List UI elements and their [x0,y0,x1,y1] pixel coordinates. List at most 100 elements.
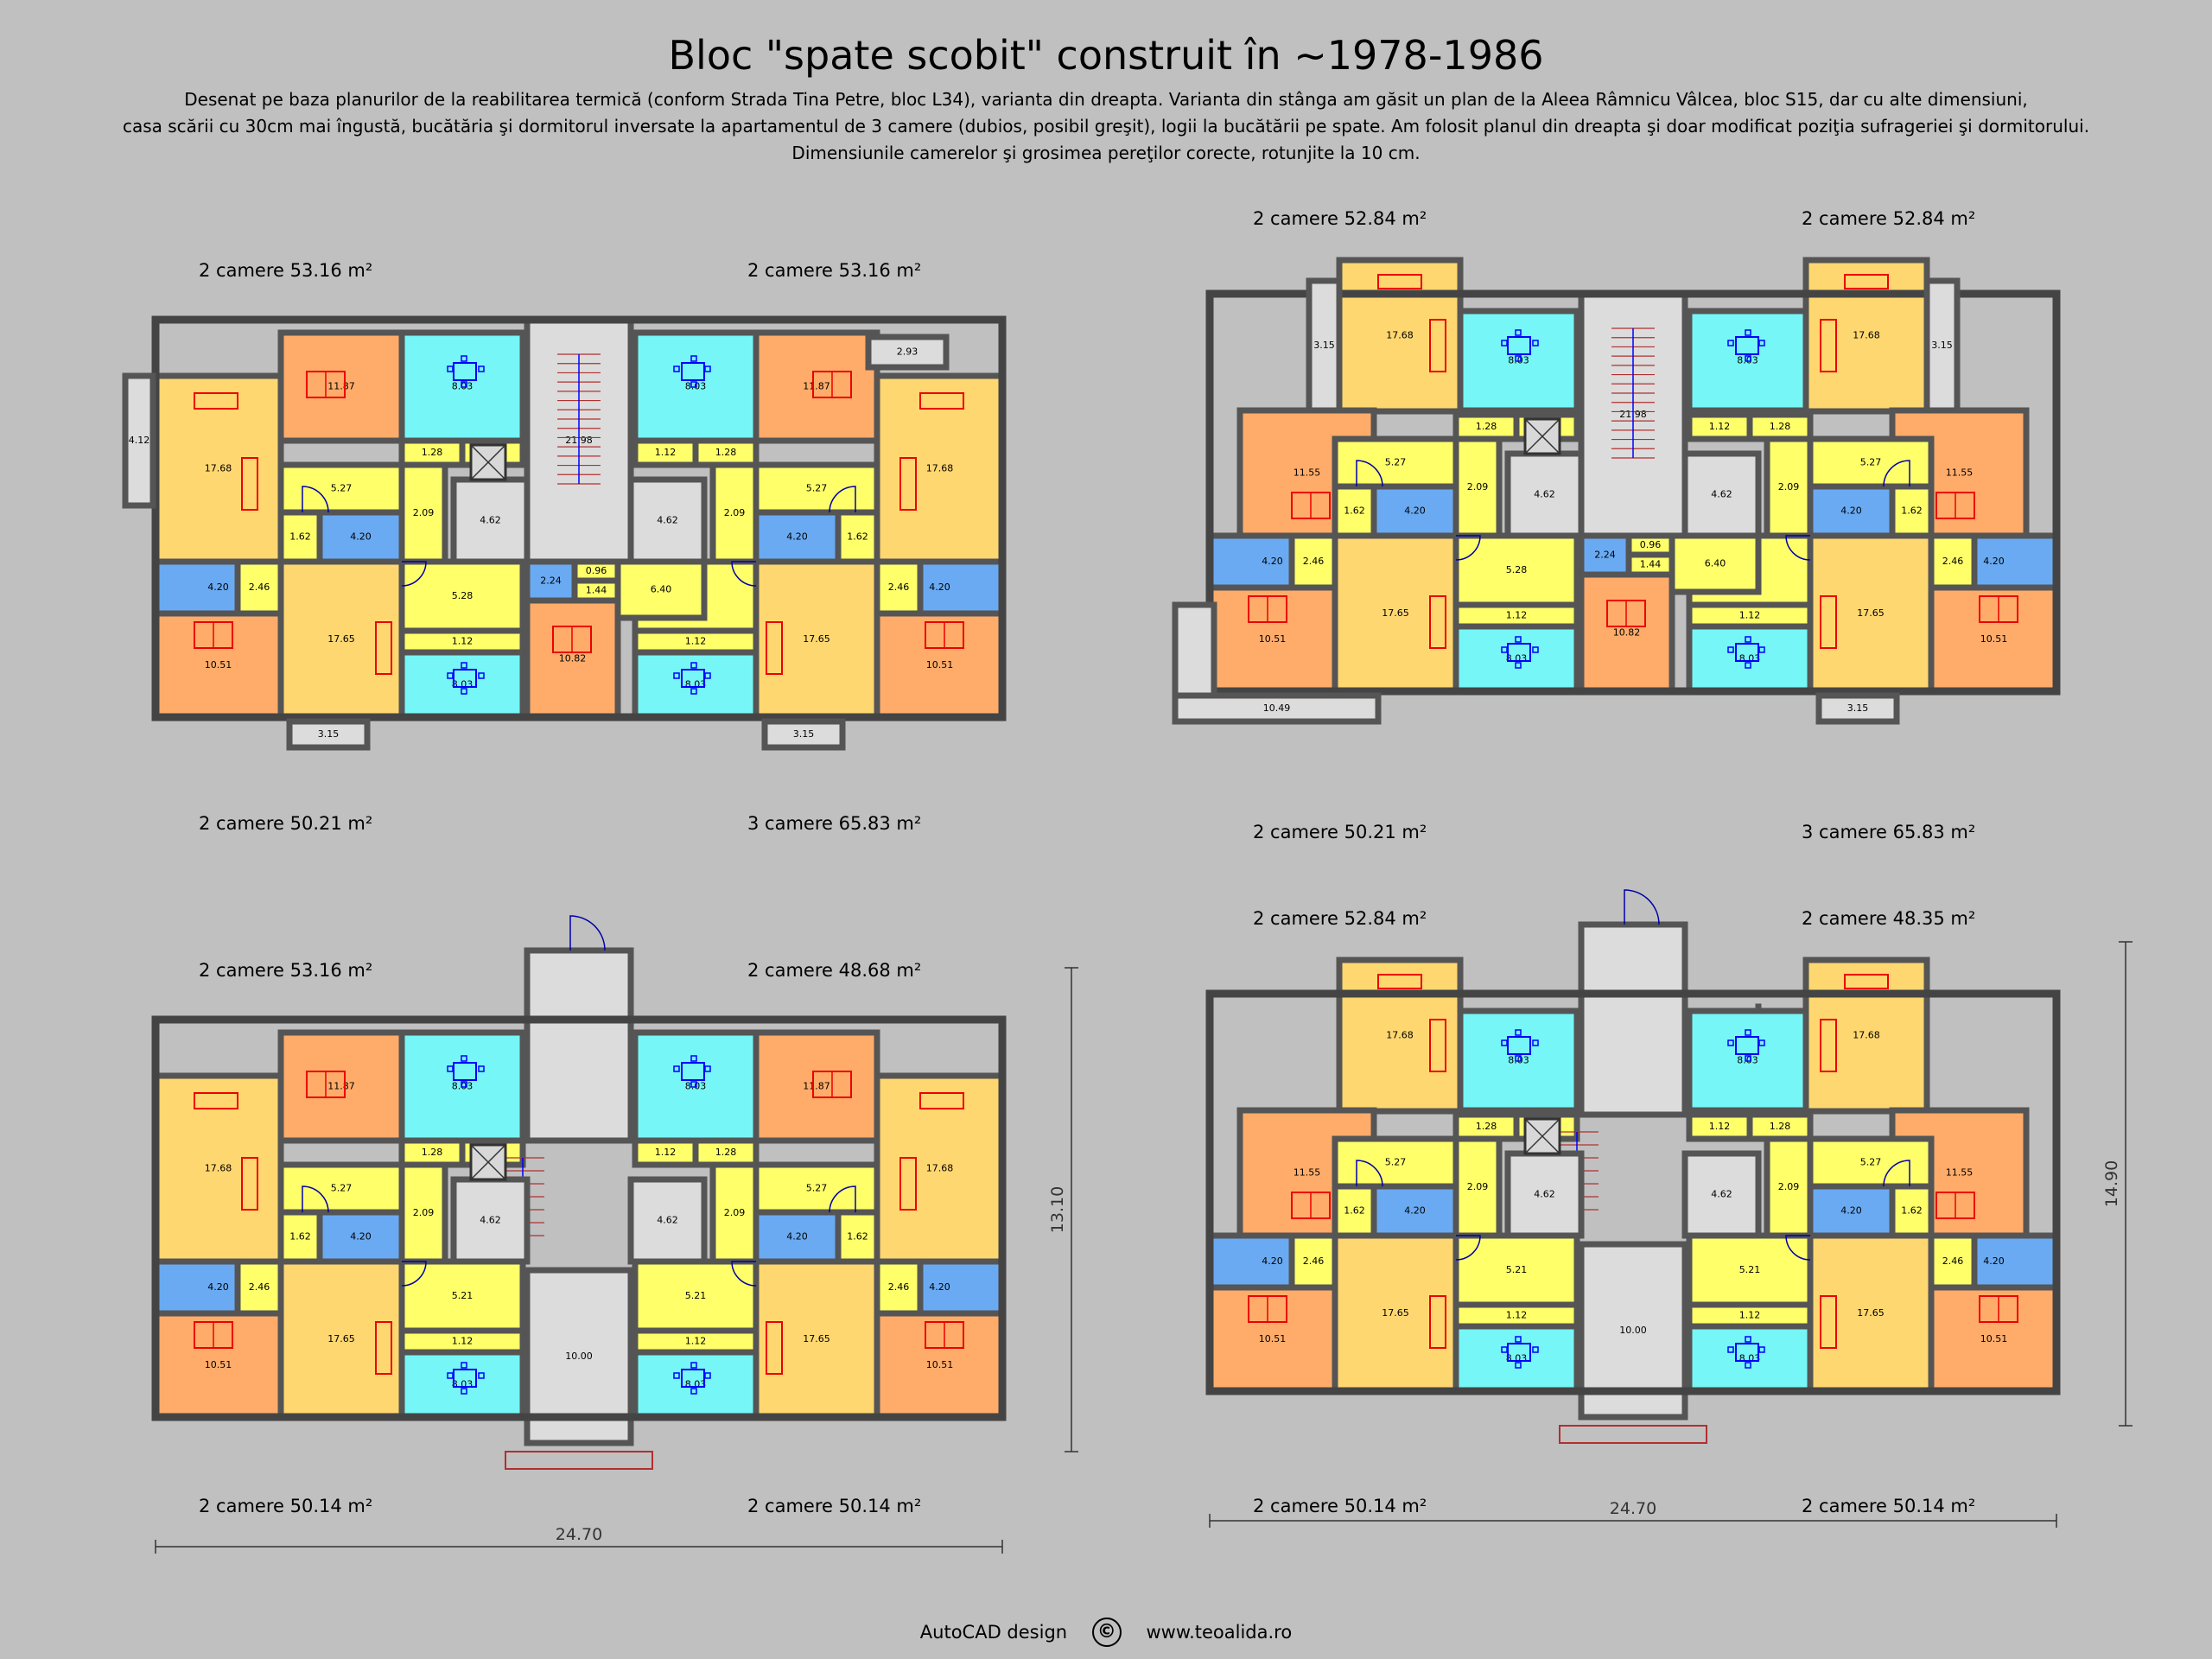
lower-living-area-label: 17.65 [1382,1307,1409,1319]
hall-top-area-label: 5.27 [1385,1157,1407,1168]
lower-living-area-label: 17.65 [327,633,355,645]
lower-living-area-label: 17.65 [1857,607,1885,619]
bath-lower-area-label: 4.20 [207,1281,229,1293]
apartment-label-top-left: 2 camere 52.84 m² [1253,208,1427,229]
sofa-icon [1429,319,1446,372]
chair-icon [1515,329,1522,336]
lower-living-area-label: 17.65 [1857,1307,1885,1319]
lower-hall-room [234,558,284,617]
hall-tiny-area-label: 2.09 [413,1207,435,1218]
chair-icon [1501,1346,1508,1353]
lower-hall-a-room [1452,532,1580,608]
chair-icon [478,1065,485,1072]
chair-icon [690,381,697,388]
apartment-label-bottom-left: 2 camere 50.21 m² [1253,822,1427,842]
elevator-cross [1524,418,1560,454]
sofa-icon [1844,274,1889,289]
wc-small-b-area-label: 1.12 [1709,1121,1731,1132]
door-swing [1883,460,1910,487]
lower-hall-a-room [632,1258,760,1334]
bedroom-top-area-label: 11.87 [803,1081,830,1092]
kitchen-top-room [1457,1007,1580,1114]
living-top-area-label: 17.68 [205,463,232,474]
chair-icon [478,1372,485,1379]
bedroom-top-area-label: 11.87 [327,1081,355,1092]
lower-living-area-label: 17.65 [327,1333,355,1344]
sofa-icon [194,1092,238,1109]
lower-wc-area-label: 1.12 [1506,1310,1528,1321]
hall-narrow-area-label: 1.62 [289,1231,311,1243]
chair-icon [461,662,467,669]
chair-icon [690,688,697,695]
plan-bottom-right: 17.68 8.03 11.55 1.28 1.12 5.27 2.09 1.62 4.20 4.… [1205,889,2133,1528]
bath-lower-area-label: 4.20 [1262,1255,1283,1267]
logia-left-area-label: 4.12 [129,435,150,446]
hall-mid-room [614,558,708,621]
sofa-icon [766,1321,783,1375]
lower-bedroom-area-label: 10.51 [1980,633,2008,645]
lower-bedroom-room [152,610,284,721]
door-swing [1455,535,1481,561]
kitchen-top-area-label: 8.03 [685,1081,707,1092]
chair-icon [1515,1029,1522,1036]
kitchen-top-area-label: 8.03 [685,381,707,392]
wc-small-area-label: 1.28 [1770,1121,1791,1132]
chair-icon [690,1081,697,1088]
chair-icon [1745,1029,1751,1036]
bedroom-mid-room [524,597,621,721]
chair-icon [1515,1362,1522,1369]
outer-wall [1205,289,2061,696]
wc-small-b-room [1686,411,1753,442]
lower-wc-area-label: 1.12 [685,1336,707,1347]
entrance-steps [505,1451,653,1470]
table-icon [1735,643,1759,662]
chair-icon [1727,1039,1734,1046]
logia-side-left-area-label: 3.15 [1313,340,1335,351]
sofa-icon [919,1092,964,1109]
hall-tiny-area-label: 2.09 [1467,481,1489,493]
hall-small-area-label: 1.44 [1640,559,1662,570]
lower-hall-a-area-label: 5.21 [1739,1264,1761,1275]
door-swing [401,1261,427,1287]
lower-wc-area-label: 1.12 [452,636,474,647]
width-dimension: 24.70 [1610,1499,1656,1518]
logia-side-left-room [1306,277,1343,414]
hall-narrow-area-label: 1.62 [289,531,311,543]
elevator-cross [1524,1118,1560,1154]
chair-icon [478,672,485,679]
bedroom-side-area-label: 11.55 [1946,1167,1974,1179]
chair-icon [690,662,697,669]
description: Desenat pe baza planurilor de la reabili… [0,86,2212,167]
stair-tower-room [524,947,634,1144]
hall-top-area-label: 5.27 [331,483,353,494]
logia-side-right-area-label: 3.15 [1931,340,1953,351]
stair-hall-right-area-label: 4.62 [657,1215,678,1226]
bath-area-label: 4.20 [1840,505,1862,517]
bath-area-label: 4.20 [1404,505,1426,517]
plan-top-right: 17.68 8.03 11.55 1.28 1.12 5.27 2.09 1.62 4.20 4.… [1172,208,2061,842]
lower-wc-room [398,1327,526,1356]
lower-hall-room [874,558,924,617]
wc-small-b-area-label: 1.12 [655,1147,677,1158]
lower-hall-room [874,1258,924,1317]
bath-room [1370,1183,1459,1239]
bath-lower-area-label: 4.20 [1983,556,2005,567]
hall-mid-room [1669,532,1762,595]
sofa-icon [194,392,238,410]
wc-small-b-room [632,437,699,468]
footer-website[interactable]: www.teoalida.ro [1146,1622,1293,1643]
stair-hall-right-area-label: 4.62 [1711,489,1732,500]
lower-hall-room [234,1258,284,1317]
sofa-icon [1429,595,1446,649]
apartment-label-bottom-right: 3 camere 65.83 m² [747,813,921,834]
chair-icon [1515,1336,1522,1343]
elevator-cross [470,1144,506,1180]
chair-icon [1727,646,1734,653]
door-swing [829,1185,856,1213]
apartment-label-bottom-right: 2 camere 50.14 m² [1802,1496,1975,1516]
lower-living-area-label: 17.65 [803,633,830,645]
chair-icon [704,1065,711,1072]
wc-small-area-label: 1.28 [1770,421,1791,432]
chair-icon [704,1372,711,1379]
lower-bedroom-area-label: 10.51 [1259,1333,1287,1344]
